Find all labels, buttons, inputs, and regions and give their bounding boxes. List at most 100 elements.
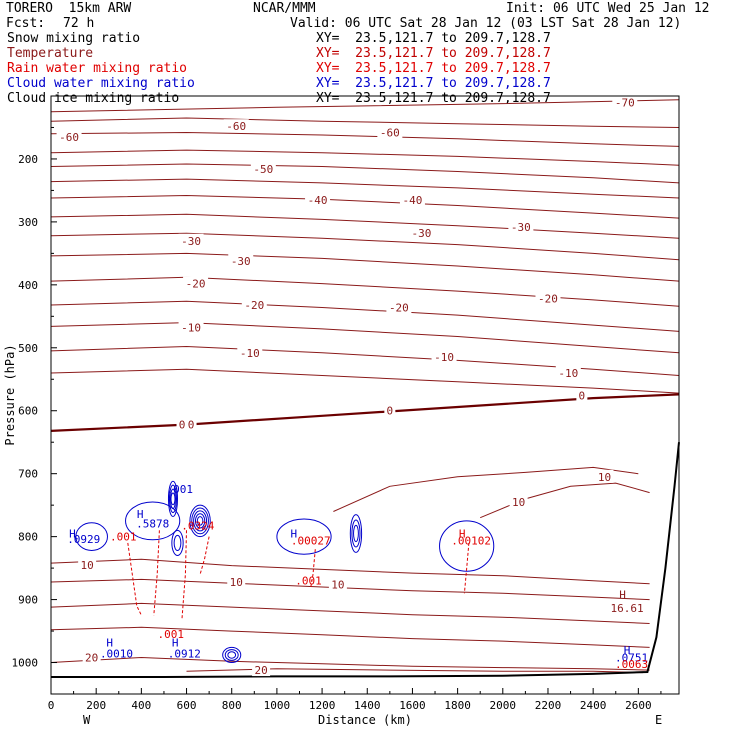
isotherm-line — [50, 131, 680, 147]
isotherm-line — [50, 149, 680, 166]
temperature-contour-label: -10 — [181, 322, 201, 335]
label-background — [377, 125, 403, 139]
x-tick-label: 1400 — [354, 699, 381, 712]
label-background — [252, 663, 271, 677]
x-tick-label: 2200 — [535, 699, 562, 712]
field-extremum-label: .00027 — [291, 534, 331, 547]
cloud-water-contour — [351, 519, 361, 548]
isotherm-line — [50, 300, 680, 332]
temperature-contour-label: -40 — [308, 194, 328, 207]
label-background — [595, 469, 614, 483]
temperature-contour-label: 10 — [598, 471, 611, 484]
field-extremum-label: .0929 — [67, 533, 100, 546]
x-tick-label: 2400 — [580, 699, 607, 712]
field-extremum-label: H — [137, 508, 144, 521]
temperature-contour-label: -70 — [615, 96, 635, 109]
cloud-water-contour — [353, 524, 359, 543]
legend-field-range: XY= 23.5,121.7 to 209.7,128.7 — [316, 46, 551, 61]
axes: 0 200 400 600 800 1000 1200 1400 1600 1800 2000 220… — [12, 126, 662, 712]
x-tick-label: 2600 — [625, 699, 652, 712]
isotherm-line — [50, 276, 680, 307]
isotherm-line — [333, 466, 639, 512]
label-background — [384, 403, 396, 417]
field-extremum-label: H — [172, 636, 179, 649]
x-tick-label: 400 — [131, 699, 151, 712]
label-background — [178, 233, 204, 247]
field-extremum-label: .00102 — [451, 534, 491, 547]
isotherm-line — [50, 345, 680, 376]
label-background — [612, 95, 638, 109]
init-time: Init: 06 UTC Wed 25 Jan 12 — [506, 1, 710, 16]
field-extremum-label: H — [69, 527, 76, 540]
label-background — [431, 350, 457, 364]
legend-field-name: Temperature — [7, 46, 94, 61]
cloud-water-contour — [189, 504, 211, 538]
temperature-contour-label: 0 — [579, 390, 586, 403]
label-background — [56, 129, 82, 143]
isotherm-line — [50, 368, 680, 394]
plot-frame — [50, 95, 680, 695]
field-extremum-label: H — [624, 644, 631, 657]
temperature-contour-label: 20 — [85, 651, 98, 664]
legend-field-name: Cloud ice mixing ratio — [7, 91, 180, 106]
x-axis-west-label: W — [83, 713, 91, 727]
legend-field-range: XY= 23.5,121.7 to 209.7,128.7 — [316, 61, 551, 76]
terrain-surface — [51, 442, 680, 678]
y-tick-label: 600 — [18, 405, 38, 418]
label-background — [237, 345, 263, 359]
temperature-contour-label: -30 — [511, 221, 531, 234]
isotherm-line — [50, 322, 680, 354]
isotherm-line — [50, 626, 650, 648]
temperature-contour-label: -60 — [59, 131, 79, 144]
isotherm-line — [50, 558, 650, 585]
field-extremum-label: .001 — [167, 483, 194, 496]
cloud-water-contour — [168, 484, 177, 514]
cloud-water-contour — [169, 488, 176, 510]
label-background — [250, 162, 276, 176]
x-tick-label: 1800 — [444, 699, 471, 712]
x-axis-label: Distance (km) — [318, 713, 412, 727]
label-background — [241, 297, 267, 311]
temperature-contour-label: -20 — [389, 302, 409, 315]
field-extremum-label: .0751 — [615, 651, 648, 664]
isotherm-line — [50, 117, 680, 128]
label-background — [176, 417, 188, 431]
label-background — [183, 276, 209, 290]
contour-labels: -70 -60 -60 -60 -50 -40 -40 -30 -30 -30 -30 -20 -20 -… — [56, 95, 648, 677]
cloud-water-contour — [276, 518, 332, 555]
temperature-contour-label: -40 — [403, 194, 423, 207]
legend-field-range: XY= 23.5,121.7 to 209.7,128.7 — [316, 76, 551, 91]
isotherm-line — [50, 163, 680, 184]
field-extremum-label: .0912 — [168, 648, 201, 661]
label-background — [408, 226, 434, 240]
isotherm-line — [50, 99, 680, 113]
field-extremum-label: .001 — [157, 628, 184, 641]
y-tick-label: 300 — [18, 216, 38, 229]
forecast-label: Fcst: — [6, 16, 46, 31]
cloud-water-contour — [75, 522, 108, 551]
rain-water-contour — [310, 549, 316, 588]
label-background — [328, 577, 347, 591]
cloud-water-contour — [439, 520, 495, 572]
temperature-contour-label: 10 — [512, 496, 525, 509]
cloud-water-contour — [224, 649, 239, 661]
temperature-contour-label: 0 — [179, 419, 186, 432]
field-extremum-label: 16.61 — [610, 602, 643, 615]
rain-water-contour — [153, 530, 160, 616]
rain-water-contour — [199, 536, 210, 575]
label-background — [178, 320, 204, 334]
temperature-contour-label: -10 — [434, 351, 454, 364]
y-tick-label: 900 — [18, 594, 38, 607]
isotherm-line — [50, 578, 650, 601]
field-extremum-label: H — [619, 589, 626, 602]
y-tick-label: 400 — [18, 279, 38, 292]
label-background — [386, 300, 412, 314]
y-tick-label: 800 — [18, 531, 38, 544]
legend-field-range: XY= 23.5,121.7 to 209.7,128.7 — [316, 91, 551, 106]
field-extremum-label: .0063 — [615, 658, 648, 671]
legend-field-name: Rain water mixing ratio — [7, 61, 188, 76]
temperature-contour-label: 10 — [230, 576, 243, 589]
isotherm-line — [50, 213, 680, 239]
temperature-contour-label: 10 — [331, 578, 344, 591]
